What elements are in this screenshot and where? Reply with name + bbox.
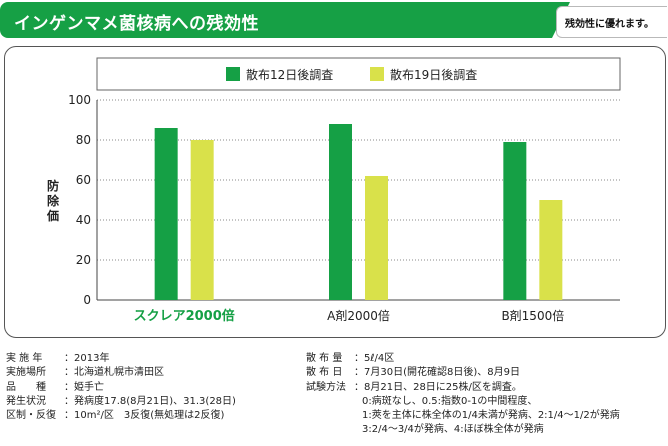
y-axis-label: 価 bbox=[46, 208, 59, 223]
note-row: 散 布 量 ： 5ℓ/4区 bbox=[306, 352, 620, 366]
note-value: 5ℓ/4区 bbox=[364, 353, 395, 364]
note-value: 7月30日(開花確認8日後)、8月9日 bbox=[364, 367, 520, 379]
y-tick-label: 80 bbox=[76, 133, 91, 147]
bar bbox=[154, 128, 178, 300]
note-label: 実 施 年 bbox=[6, 353, 43, 364]
legend-label: 散布19日後調査 bbox=[390, 67, 477, 82]
header: インゲンマメ菌核病への残効性 残効性に優れます。 bbox=[0, 0, 668, 40]
note-row: 試験方法 ： 8月21日、28日に25株/区を調査。 bbox=[306, 381, 620, 395]
y-tick-label: 60 bbox=[76, 173, 91, 187]
page-title: インゲンマメ菌核病への残効性 bbox=[14, 14, 259, 34]
note-continuation: 3:2/4～3/4が発病、4:ほぼ株全体が発病 bbox=[362, 424, 544, 436]
note-label: 実施場所 bbox=[6, 367, 46, 379]
bar bbox=[329, 124, 352, 300]
x-tick-label: A剤2000倍 bbox=[327, 308, 390, 323]
y-tick-label: 0 bbox=[83, 293, 91, 307]
note-label: 発生状況 bbox=[6, 395, 46, 407]
bar bbox=[190, 140, 214, 300]
badge-text: 残効性に優れます。 bbox=[565, 19, 654, 30]
bar bbox=[539, 200, 563, 300]
note-colon: ： bbox=[64, 410, 74, 422]
note-value: 10m²/区 3反復(無処理は2反復) bbox=[74, 410, 225, 422]
note-colon: ： bbox=[64, 353, 74, 364]
note-row: 散 布 日 ： 7月30日(開花確認8日後)、8月9日 bbox=[306, 366, 620, 380]
y-tick-label: 100 bbox=[68, 93, 91, 107]
legend-swatch bbox=[370, 67, 384, 81]
note-row: 発生状況 ：発病度17.8(8月21日)、31.3(28日) bbox=[6, 395, 236, 409]
note-row: 実 施 年 ： 2013年 bbox=[6, 352, 236, 366]
y-tick-label: 20 bbox=[76, 253, 91, 267]
note-colon: ： bbox=[354, 381, 364, 393]
title-bar: インゲンマメ菌核病への残効性 bbox=[0, 2, 570, 38]
note-colon: ： bbox=[64, 381, 74, 393]
note-row: 品 種 ：姫手亡 bbox=[6, 381, 236, 395]
note-colon: ： bbox=[354, 367, 364, 379]
y-axis-label: 防 bbox=[47, 178, 59, 193]
note-value: 発病度17.8(8月21日)、31.3(28日) bbox=[74, 395, 236, 407]
note-colon: ： bbox=[354, 353, 364, 364]
y-axis-label: 除 bbox=[47, 193, 60, 208]
note-colon: ： bbox=[64, 367, 74, 379]
badge: 残効性に優れます。 bbox=[556, 6, 667, 38]
note-value: 北海道札幌市清田区 bbox=[74, 367, 164, 379]
note-value: 8月21日、28日に25株/区を調査。 bbox=[364, 381, 522, 393]
note-continuation: 1:莢を主体に株全体の1/4未満が発病、2:1/4～1/2が発病 bbox=[362, 410, 620, 422]
note-colon: ： bbox=[64, 395, 74, 407]
notes-right: 散 布 量： 5ℓ/4区 散 布 日： 7月30日(開花確認8日後)、8月9日 試験… bbox=[306, 352, 620, 438]
note-row: 区制・反復 ： 10m²/区 3反復(無処理は2反復) bbox=[6, 409, 236, 423]
x-tick-label: スクレア2000倍 bbox=[134, 308, 235, 324]
legend-box bbox=[96, 57, 621, 91]
note-value: 2013年 bbox=[74, 353, 110, 364]
legend-swatch bbox=[226, 67, 240, 81]
note-label: 散 布 日 bbox=[306, 367, 343, 379]
notes-left: 実 施 年： 2013年 実施場所：北海道札幌市清田区 品 種：姫手亡 発生状況：… bbox=[6, 352, 236, 423]
y-tick-label: 40 bbox=[76, 213, 91, 227]
bar bbox=[365, 176, 388, 300]
note-label: 品 種 bbox=[6, 381, 46, 393]
note-label: 区制・反復 bbox=[6, 410, 56, 422]
note-continuation: 0:病斑なし、0.5:指数0-1の中間程度、 bbox=[362, 395, 538, 407]
bar bbox=[503, 142, 527, 300]
note-value: 姫手亡 bbox=[74, 381, 104, 393]
legend-label: 散布12日後調査 bbox=[246, 67, 333, 82]
note-label: 試験方法 bbox=[306, 381, 346, 393]
note-label: 散 布 量 bbox=[306, 353, 343, 364]
note-row: 実施場所 ：北海道札幌市清田区 bbox=[6, 366, 236, 380]
x-tick-label: B剤1500倍 bbox=[501, 308, 564, 323]
